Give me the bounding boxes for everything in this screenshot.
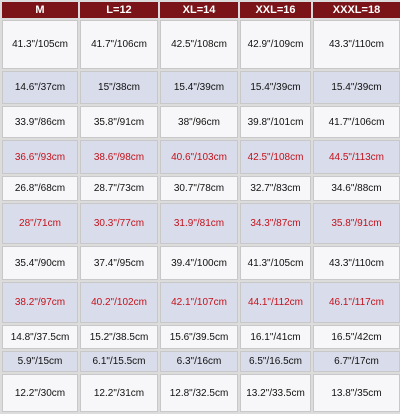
- table-row: 35.4"/90cm 37.4"/95cm 39.4"/100cm 41.3"/…: [2, 246, 400, 280]
- table-cell: 35.4"/90cm: [2, 246, 78, 280]
- table-cell: 41.3"/105cm: [240, 246, 311, 280]
- table-cell: 16.1"/41cm: [240, 325, 311, 349]
- table-cell: 33.9"/86cm: [2, 106, 78, 138]
- table-cell: 12.8"/32.5cm: [160, 374, 238, 412]
- table-row: 38.2"/97cm 40.2"/102cm 42.1"/107cm 44.1"…: [2, 282, 400, 323]
- table-cell: 44.5"/113cm: [313, 140, 400, 174]
- table-cell: 5.9"/15cm: [2, 351, 78, 372]
- table-cell: 37.4"/95cm: [80, 246, 158, 280]
- table-cell: 40.6"/103cm: [160, 140, 238, 174]
- header-size-xxxl: XXXL=18: [313, 2, 400, 18]
- table-cell: 6.7"/17cm: [313, 351, 400, 372]
- table-cell: 31.9"/81cm: [160, 203, 238, 244]
- table-cell: 30.3"/77cm: [80, 203, 158, 244]
- table-cell: 36.6"/93cm: [2, 140, 78, 174]
- table-cell: 16.5"/42cm: [313, 325, 400, 349]
- table-cell: 15.6"/39.5cm: [160, 325, 238, 349]
- table-cell: 39.8"/101cm: [240, 106, 311, 138]
- table-row: 41.3"/105cm 41.7"/106cm 42.5"/108cm 42.9…: [2, 20, 400, 69]
- header-size-m: M: [2, 2, 78, 18]
- table-cell: 32.7"/83cm: [240, 176, 311, 201]
- table-row: 28"/71cm 30.3"/77cm 31.9"/81cm 34.3"/87c…: [2, 203, 400, 244]
- table-cell: 42.1"/107cm: [160, 282, 238, 323]
- table-cell: 15.2"/38.5cm: [80, 325, 158, 349]
- table-cell: 6.1"/15.5cm: [80, 351, 158, 372]
- table-cell: 35.8"/91cm: [80, 106, 158, 138]
- table-row: 5.9"/15cm 6.1"/15.5cm 6.3"/16cm 6.5"/16.…: [2, 351, 400, 372]
- table-cell: 46.1"/117cm: [313, 282, 400, 323]
- table-cell: 26.8"/68cm: [2, 176, 78, 201]
- table-cell: 35.8"/91cm: [313, 203, 400, 244]
- table-cell: 15.4"/39cm: [313, 71, 400, 104]
- table-cell: 38.2"/97cm: [2, 282, 78, 323]
- table-cell: 39.4"/100cm: [160, 246, 238, 280]
- table-row: 14.6"/37cm 15"/38cm 15.4"/39cm 15.4"/39c…: [2, 71, 400, 104]
- table-cell: 14.6"/37cm: [2, 71, 78, 104]
- header-size-xl: XL=14: [160, 2, 238, 18]
- table-cell: 13.8"/35cm: [313, 374, 400, 412]
- table-row: 33.9"/86cm 35.8"/91cm 38"/96cm 39.8"/101…: [2, 106, 400, 138]
- table-cell: 28.7"/73cm: [80, 176, 158, 201]
- table-cell: 34.6"/88cm: [313, 176, 400, 201]
- table-cell: 13.2"/33.5cm: [240, 374, 311, 412]
- table-cell: 6.5"/16.5cm: [240, 351, 311, 372]
- table-cell: 6.3"/16cm: [160, 351, 238, 372]
- header-row: M L=12 XL=14 XXL=16 XXXL=18: [2, 2, 400, 18]
- header-size-xxl: XXL=16: [240, 2, 311, 18]
- table-cell: 12.2"/31cm: [80, 374, 158, 412]
- table-row: 14.8"/37.5cm 15.2"/38.5cm 15.6"/39.5cm 1…: [2, 325, 400, 349]
- table-cell: 38"/96cm: [160, 106, 238, 138]
- table-row: 12.2"/30cm 12.2"/31cm 12.8"/32.5cm 13.2"…: [2, 374, 400, 412]
- table-cell: 43.3"/110cm: [313, 20, 400, 69]
- table-cell: 42.5"/108cm: [240, 140, 311, 174]
- table-cell: 43.3"/110cm: [313, 246, 400, 280]
- table-cell: 41.7"/106cm: [313, 106, 400, 138]
- header-size-l: L=12: [80, 2, 158, 18]
- table-cell: 12.2"/30cm: [2, 374, 78, 412]
- table-cell: 34.3"/87cm: [240, 203, 311, 244]
- table-cell: 28"/71cm: [2, 203, 78, 244]
- table-cell: 44.1"/112cm: [240, 282, 311, 323]
- table-cell: 15"/38cm: [80, 71, 158, 104]
- table-cell: 15.4"/39cm: [240, 71, 311, 104]
- table-cell: 42.9"/109cm: [240, 20, 311, 69]
- table-row: 26.8"/68cm 28.7"/73cm 30.7"/78cm 32.7"/8…: [2, 176, 400, 201]
- table-cell: 42.5"/108cm: [160, 20, 238, 69]
- table-cell: 14.8"/37.5cm: [2, 325, 78, 349]
- table-cell: 40.2"/102cm: [80, 282, 158, 323]
- table-row: 36.6"/93cm 38.6"/98cm 40.6"/103cm 42.5"/…: [2, 140, 400, 174]
- table-cell: 15.4"/39cm: [160, 71, 238, 104]
- table-cell: 38.6"/98cm: [80, 140, 158, 174]
- table-cell: 41.7"/106cm: [80, 20, 158, 69]
- table-cell: 30.7"/78cm: [160, 176, 238, 201]
- table-cell: 41.3"/105cm: [2, 20, 78, 69]
